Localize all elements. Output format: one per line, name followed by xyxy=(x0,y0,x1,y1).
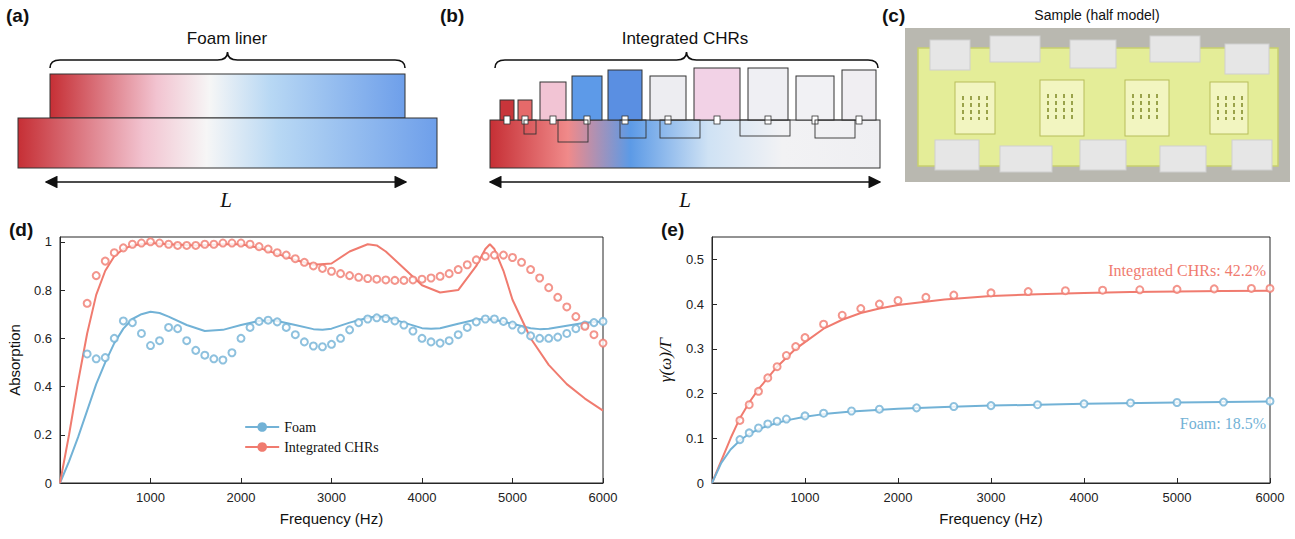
svg-text:0.8: 0.8 xyxy=(34,283,52,298)
svg-text:Foam: Foam xyxy=(284,420,316,435)
svg-text:Frequency (Hz): Frequency (Hz) xyxy=(280,510,383,527)
svg-text:L: L xyxy=(678,188,691,212)
svg-text:3000: 3000 xyxy=(977,490,1006,505)
svg-text:(e): (e) xyxy=(661,219,684,240)
svg-text:0.6: 0.6 xyxy=(34,331,52,346)
svg-text:Foam liner: Foam liner xyxy=(187,29,268,48)
svg-text:(c): (c) xyxy=(882,5,905,26)
svg-text:Integrated CHRs: Integrated CHRs xyxy=(284,440,378,455)
svg-text:1: 1 xyxy=(45,234,52,249)
svg-text:Foam: 18.5%: Foam: 18.5% xyxy=(1180,415,1266,432)
svg-text:0: 0 xyxy=(45,476,52,491)
svg-text:1000: 1000 xyxy=(791,490,820,505)
svg-text:Integrated CHRs: Integrated CHRs xyxy=(622,29,749,48)
svg-text:0.4: 0.4 xyxy=(34,379,52,394)
svg-text:0.5: 0.5 xyxy=(686,252,704,267)
svg-text:0.1: 0.1 xyxy=(686,431,704,446)
svg-text:Absorption: Absorption xyxy=(6,324,23,396)
svg-text:6000: 6000 xyxy=(589,490,618,505)
svg-text:(d): (d) xyxy=(9,219,33,240)
svg-text:2000: 2000 xyxy=(884,490,913,505)
svg-text:L: L xyxy=(219,188,232,212)
svg-text:2000: 2000 xyxy=(227,490,256,505)
svg-text:1000: 1000 xyxy=(136,490,165,505)
svg-text:6000: 6000 xyxy=(1256,490,1285,505)
svg-text:γ(ω)/Γ: γ(ω)/Γ xyxy=(656,336,675,382)
svg-text:0.2: 0.2 xyxy=(686,386,704,401)
svg-text:3000: 3000 xyxy=(317,490,346,505)
svg-text:0.4: 0.4 xyxy=(686,297,704,312)
svg-text:4000: 4000 xyxy=(1070,490,1099,505)
svg-text:(a): (a) xyxy=(6,5,29,26)
svg-text:Sample (half model): Sample (half model) xyxy=(1034,7,1159,23)
svg-text:5000: 5000 xyxy=(1163,490,1192,505)
svg-text:0.3: 0.3 xyxy=(686,341,704,356)
svg-text:Frequency (Hz): Frequency (Hz) xyxy=(939,510,1042,527)
svg-text:Integrated CHRs: 42.2%: Integrated CHRs: 42.2% xyxy=(1108,262,1266,280)
svg-text:0: 0 xyxy=(697,476,704,491)
svg-text:(b): (b) xyxy=(440,5,464,26)
svg-text:4000: 4000 xyxy=(408,490,437,505)
svg-text:5000: 5000 xyxy=(498,490,527,505)
svg-text:0.2: 0.2 xyxy=(34,427,52,442)
